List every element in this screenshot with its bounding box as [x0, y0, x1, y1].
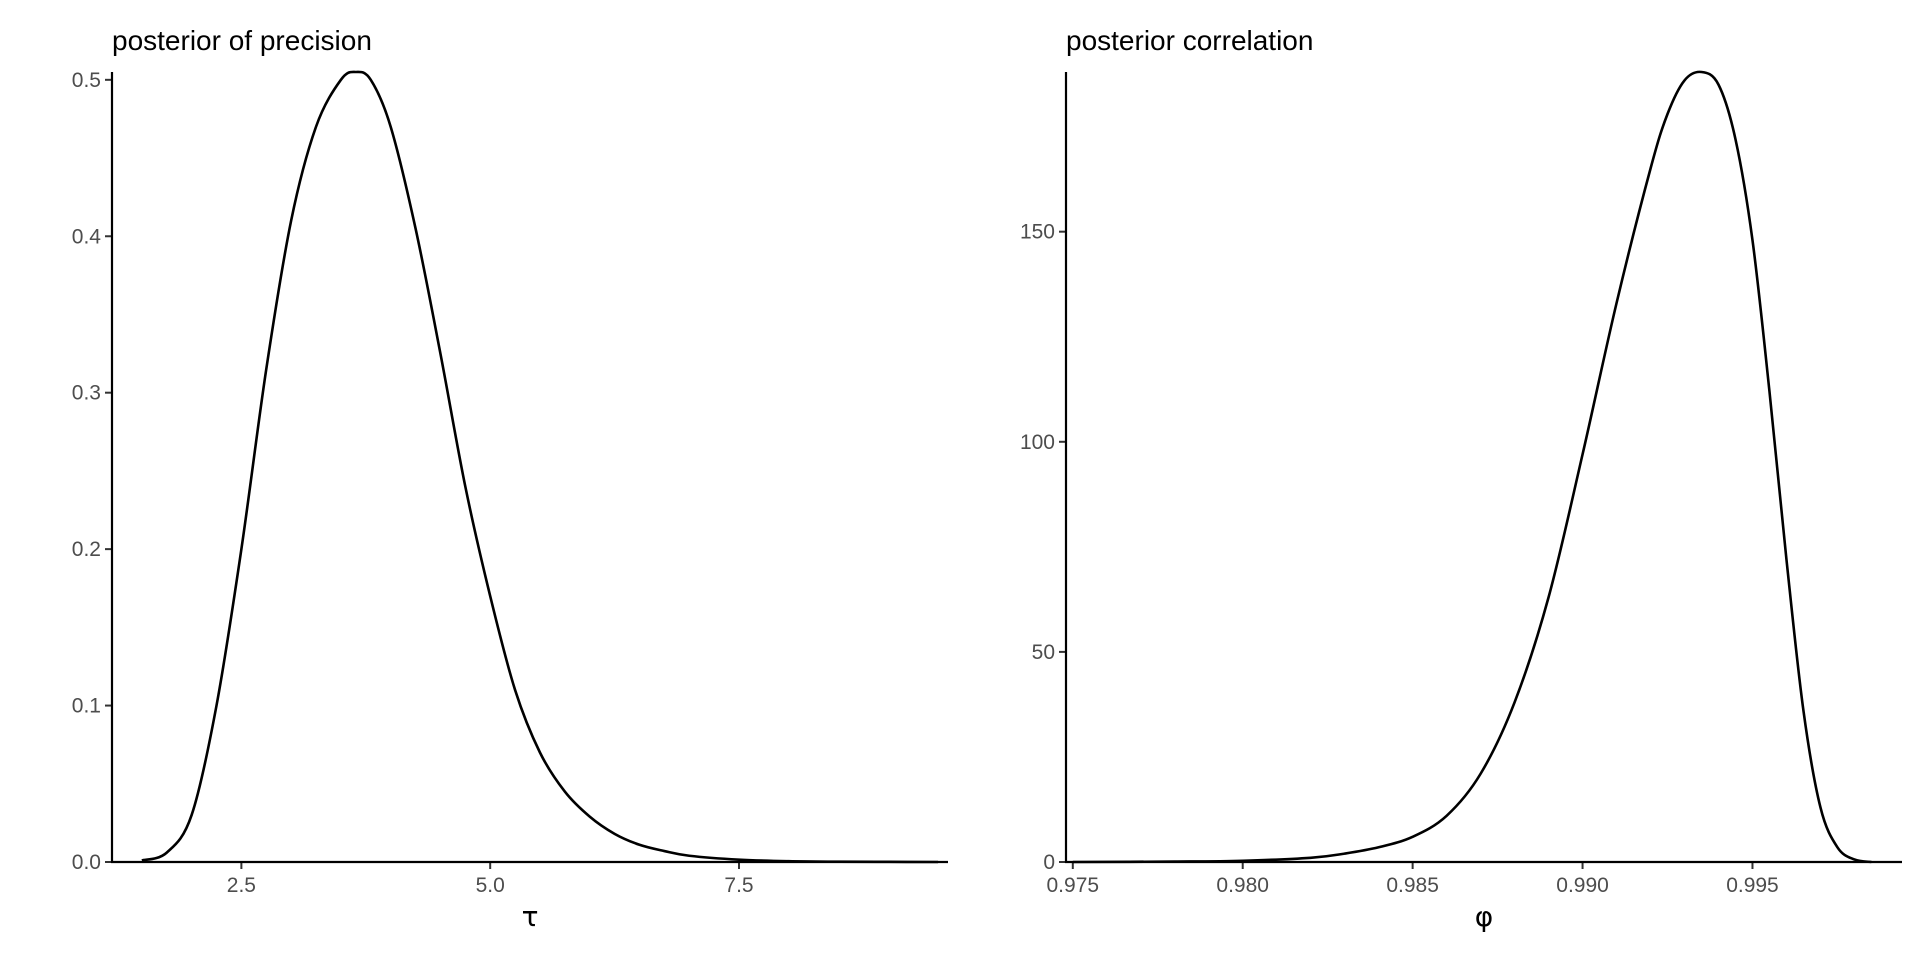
tick-group: 2.5 5.0 7.5 0.0 0.1 0.2 0.3 0.4 0.5 [72, 69, 754, 897]
x-axis-title: τ [522, 900, 539, 933]
y-tick-label: 0.1 [72, 695, 101, 718]
x-tick-label: 0.985 [1386, 874, 1439, 897]
y-tick-label: 100 [1020, 431, 1055, 454]
x-tick-label: 2.5 [227, 874, 256, 897]
x-tick-label: 0.975 [1047, 874, 1100, 897]
chart-title: posterior correlation [1066, 25, 1313, 56]
y-tick-label: 50 [1032, 641, 1055, 664]
density-curve-phi [1072, 70, 1872, 864]
panel-precision: posterior of precision 2.5 5.0 7.5 0.0 0.1 0.… [72, 25, 948, 933]
y-tick-label: 0.5 [72, 69, 101, 92]
y-tick-label: 0.3 [72, 382, 101, 405]
y-tick-label: 150 [1020, 221, 1055, 244]
tick-group: 0.975 0.980 0.985 0.990 0.995 0 50 100 150 [1020, 221, 1779, 897]
x-tick-label: 0.995 [1726, 874, 1779, 897]
x-axis-title: φ [1475, 900, 1493, 933]
x-tick-label: 0.990 [1556, 874, 1609, 897]
x-tick-label: 5.0 [476, 874, 505, 897]
x-tick-label: 7.5 [724, 874, 753, 897]
y-tick-label: 0.0 [72, 851, 101, 874]
y-tick-label: 0.4 [72, 225, 102, 248]
chart-title: posterior of precision [112, 25, 372, 56]
panel-correlation: posterior correlation 0.975 0.980 0.985 0.9… [1020, 25, 1902, 933]
y-tick-label: 0.2 [72, 538, 101, 561]
y-tick-label: 0 [1043, 851, 1055, 874]
density-curve-tau [141, 70, 939, 864]
x-tick-label: 0.980 [1216, 874, 1269, 897]
